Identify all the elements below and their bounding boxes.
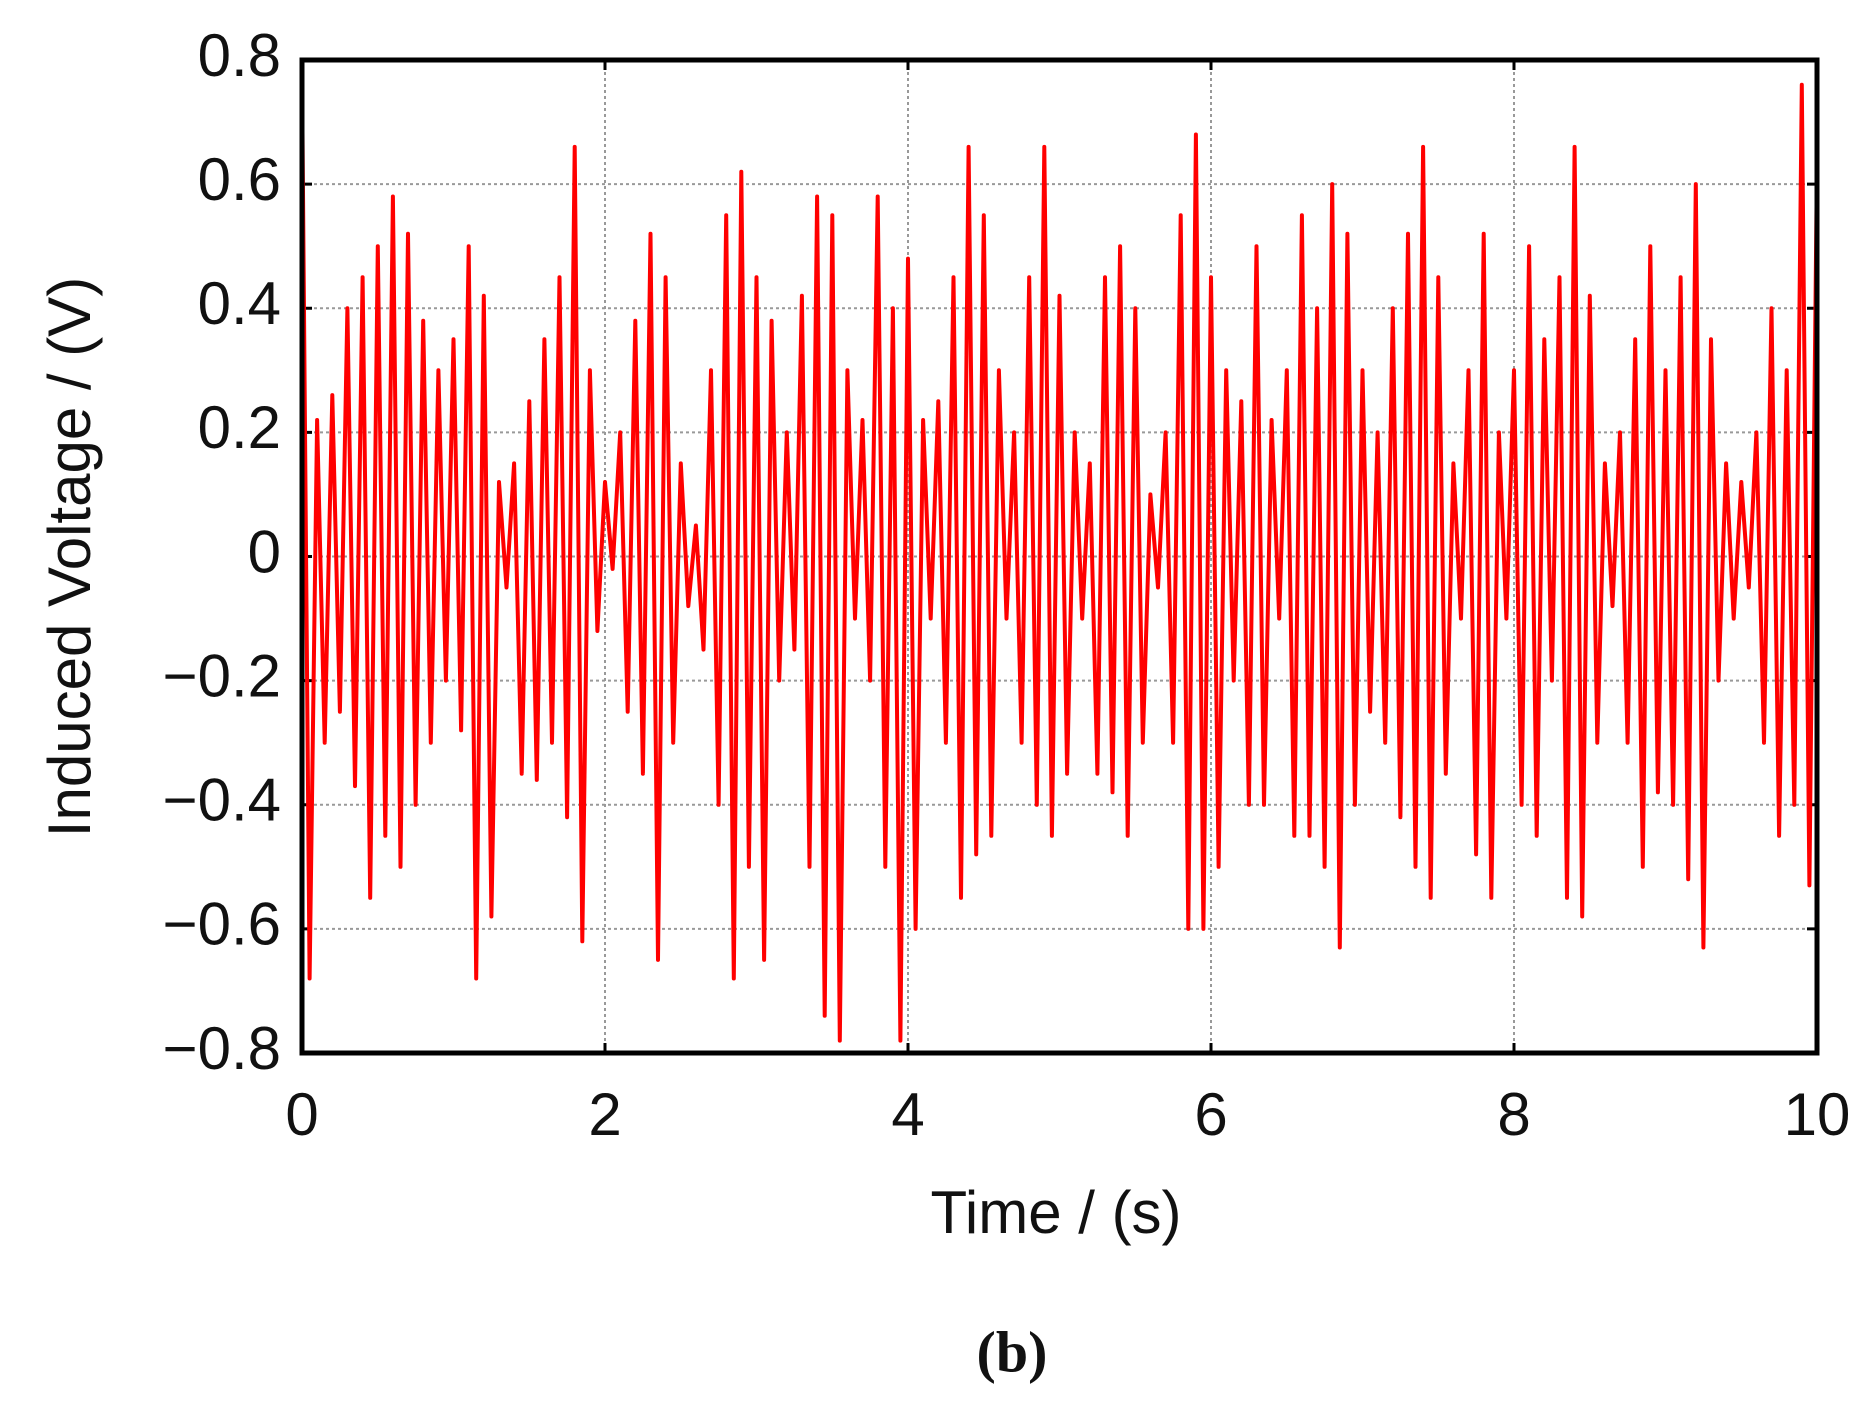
x-tick-label: 10 xyxy=(1784,1081,1851,1148)
x-tick-label: 8 xyxy=(1497,1081,1530,1148)
x-tick-label: 6 xyxy=(1194,1081,1227,1148)
x-tick-label: 2 xyxy=(588,1081,621,1148)
y-tick-label: −0.8 xyxy=(163,1015,281,1082)
y-tick-label: 0.6 xyxy=(198,146,281,213)
x-axis-label: Time / (s) xyxy=(930,1179,1181,1246)
y-tick-label: 0 xyxy=(248,518,281,585)
y-tick-label: 0.4 xyxy=(198,270,281,337)
plot-frame xyxy=(299,57,1820,1056)
y-tick-label: −0.4 xyxy=(163,767,281,834)
y-tick-label: −0.2 xyxy=(163,642,281,709)
data-line xyxy=(300,72,1819,1043)
y-tick-label: −0.6 xyxy=(163,891,281,958)
y-tick-label: 0.2 xyxy=(198,394,281,461)
y-axis-label: Induced Voltage / (V) xyxy=(36,277,103,837)
caption: (b) xyxy=(977,1319,1048,1384)
x-tick-label: 0 xyxy=(285,1081,318,1148)
y-tick-label: 0.8 xyxy=(198,22,281,89)
x-tick-label: 4 xyxy=(891,1081,924,1148)
